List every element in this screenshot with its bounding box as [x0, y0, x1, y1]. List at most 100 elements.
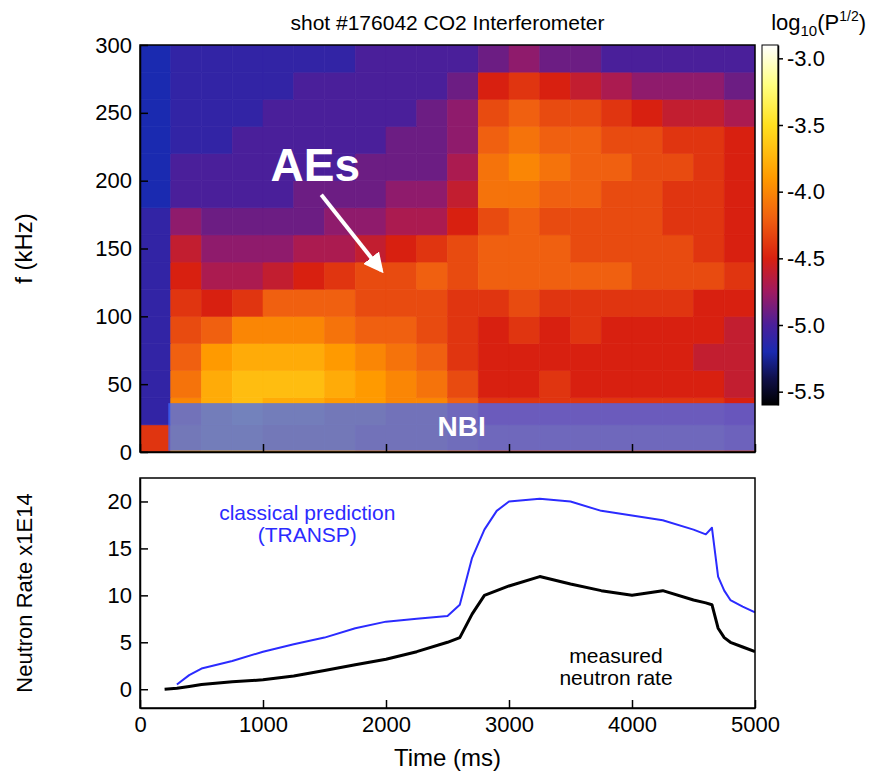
heatmap-cell — [448, 262, 479, 289]
heatmap-cell — [140, 235, 171, 262]
x-axis-tick — [755, 444, 756, 452]
colorbar-axis-tick: -3.5 — [778, 113, 825, 138]
y-axis-tick: 50 — [108, 372, 148, 397]
heatmap-cell — [571, 316, 602, 343]
tick-label: 0 — [134, 712, 146, 737]
heatmap-cell — [694, 181, 725, 208]
colorbar-title-part: log — [771, 10, 800, 35]
heatmap-cell — [294, 45, 325, 72]
heatmap-cell — [724, 181, 755, 208]
tick-mark — [778, 191, 783, 193]
heatmap-cell — [171, 371, 202, 398]
heatmap-cell — [171, 154, 202, 181]
heatmap-cell — [263, 235, 294, 262]
heatmap-cell — [417, 343, 448, 370]
x-axis-title: Time (ms) — [394, 744, 501, 771]
heatmap-cell — [448, 235, 479, 262]
heatmap-cell — [632, 343, 663, 370]
heatmap-cell — [478, 316, 509, 343]
heatmap-cell — [171, 208, 202, 235]
heatmap-cell — [263, 45, 294, 72]
heatmap-cell — [478, 371, 509, 398]
heatmap-cell — [571, 371, 602, 398]
colorbar-axis-tick: -4.0 — [778, 179, 825, 204]
colorbar-title-part: 10 — [801, 22, 818, 39]
heatmap-cell — [417, 208, 448, 235]
y-axis-line — [140, 479, 142, 709]
y-axis-title: Neutron Rate x1E14 — [12, 493, 37, 692]
heatmap-cell — [571, 72, 602, 99]
heatmap-cell — [140, 316, 171, 343]
heatmap-cell — [325, 45, 356, 72]
heatmap-cell — [202, 181, 233, 208]
heatmap-cell — [417, 371, 448, 398]
heatmap-cell — [448, 343, 479, 370]
tick-label: 150 — [95, 236, 132, 261]
heatmap-cell — [540, 289, 571, 316]
heatmap-cell — [202, 72, 233, 99]
tick-mark — [386, 444, 388, 452]
heatmap-cell — [724, 154, 755, 181]
heatmap-cell — [202, 99, 233, 126]
heatmap-cell — [724, 371, 755, 398]
heatmap-cell — [232, 316, 263, 343]
heatmap-cell — [355, 208, 386, 235]
heatmap-cell — [325, 371, 356, 398]
heatmap-cell — [632, 181, 663, 208]
heatmap-cell — [540, 262, 571, 289]
tick-mark — [632, 700, 634, 708]
heatmap-cell — [601, 181, 632, 208]
tick-label: 4000 — [608, 712, 657, 737]
annotation-arrow — [321, 195, 381, 271]
colorbar — [762, 45, 778, 405]
heatmap-cell — [663, 45, 694, 72]
heatmap-cell — [171, 343, 202, 370]
tick-mark — [509, 700, 511, 708]
heatmap-cell — [294, 208, 325, 235]
heatmap-cell — [509, 126, 540, 153]
colorbar-title-part: ) — [859, 10, 866, 35]
colorbar-title-part: (P — [817, 10, 839, 35]
heatmap-cell — [140, 154, 171, 181]
heatmap-cell — [140, 45, 171, 72]
heatmap-cell — [386, 208, 417, 235]
heatmap-cell — [509, 208, 540, 235]
line-annotations: classical prediction(TRANSP)measuredneut… — [219, 501, 672, 689]
heatmap-cell — [601, 262, 632, 289]
heatmap-cell — [386, 371, 417, 398]
heatmap-cell — [663, 154, 694, 181]
heatmap-cell — [202, 45, 233, 72]
heatmap-cell — [263, 208, 294, 235]
heatmap-cell — [540, 316, 571, 343]
tick-mark — [140, 689, 148, 691]
series-label: measured — [569, 644, 662, 667]
heatmap-cell — [171, 181, 202, 208]
heatmap-cell — [601, 45, 632, 72]
heatmap-cell — [140, 181, 171, 208]
region-labels: NBI — [438, 411, 486, 442]
x-axis: 010002000300040005000 — [134, 700, 780, 737]
heatmap-cell — [694, 262, 725, 289]
heatmap-cell — [294, 316, 325, 343]
heatmap-cell — [601, 208, 632, 235]
tick-label: 2000 — [362, 712, 411, 737]
heatmap-cell — [540, 343, 571, 370]
heatmap-cell — [724, 45, 755, 72]
heatmap-cell — [448, 181, 479, 208]
tick-mark — [140, 700, 142, 708]
heatmap-cell — [202, 154, 233, 181]
tick-mark — [263, 700, 265, 708]
x-axis-tick — [509, 444, 510, 452]
heatmap-cell — [386, 99, 417, 126]
heatmap-cell — [140, 262, 171, 289]
heatmap-cell — [386, 262, 417, 289]
heatmap-cell — [663, 316, 694, 343]
heatmap-cell — [571, 126, 602, 153]
heatmap-cell — [724, 235, 755, 262]
colorbar-title: log10(P1/2) — [771, 8, 866, 39]
tick-label: 300 — [95, 33, 132, 58]
heatmap-cell — [386, 181, 417, 208]
heatmap-cell — [140, 343, 171, 370]
heatmap-cell — [417, 99, 448, 126]
heatmap-cell — [202, 316, 233, 343]
